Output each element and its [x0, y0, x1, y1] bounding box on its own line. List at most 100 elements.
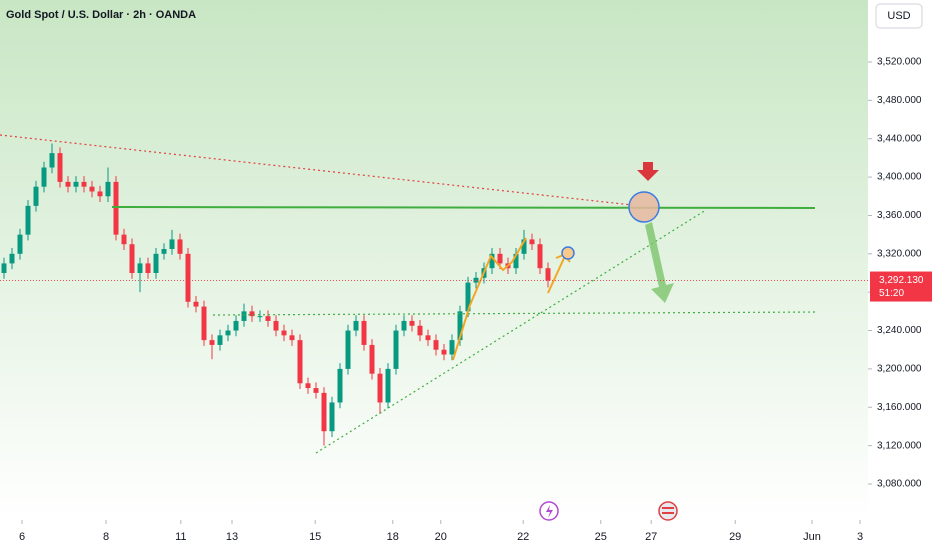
candle-body — [289, 335, 295, 341]
candle-body — [97, 191, 103, 197]
candle-body — [537, 244, 543, 269]
event-icon — [546, 505, 553, 518]
y-tick-label: 3,360.000 — [877, 210, 922, 221]
time-axis-panel — [0, 520, 868, 550]
x-tick-label: 20 — [435, 531, 447, 543]
currency-button[interactable] — [875, 3, 923, 29]
last-price-box — [870, 271, 932, 302]
candle-body — [353, 320, 359, 331]
candle-body — [193, 301, 199, 307]
candle-body — [529, 239, 535, 245]
candle-body — [217, 335, 223, 345]
candle-body — [361, 320, 367, 345]
candle-body — [441, 349, 447, 355]
candle-body — [497, 253, 503, 264]
candle-body — [345, 330, 351, 369]
projection-path — [452, 237, 527, 361]
y-tick-label: 3,440.000 — [877, 133, 922, 144]
candle-body — [409, 320, 415, 326]
candle-body — [433, 340, 439, 350]
candle-body — [169, 239, 175, 250]
candle-body — [185, 253, 191, 302]
candle-body — [113, 181, 119, 235]
candle-body — [513, 253, 519, 269]
candle-body — [105, 181, 111, 197]
candle-body — [25, 205, 31, 235]
candle-body — [257, 316, 263, 318]
x-tick-label: 11 — [175, 531, 186, 543]
candle-body — [177, 239, 183, 254]
candle-body — [49, 153, 55, 168]
candle-body — [161, 249, 167, 254]
candle-body — [425, 335, 431, 341]
projection-arrow — [645, 222, 674, 303]
candle-body — [273, 320, 279, 331]
y-tick-label: 3,120.000 — [877, 440, 922, 451]
candle-body — [457, 311, 463, 341]
y-tick-label: 3,200.000 — [877, 364, 922, 375]
candle-body — [377, 373, 383, 403]
candle-body — [305, 383, 311, 389]
x-tick-label: 15 — [309, 531, 321, 543]
us-event-icon — [658, 501, 678, 521]
candle-body — [233, 320, 239, 331]
candle-body — [65, 181, 71, 187]
chart-title: Gold Spot / U.S. Dollar · 2h · OANDA — [6, 9, 196, 21]
horizontal-support — [212, 311, 819, 316]
candle-body — [265, 316, 271, 321]
candle-body — [521, 239, 527, 254]
candle-body — [137, 263, 143, 273]
x-tick-label: 29 — [729, 531, 741, 543]
candle-body — [17, 234, 23, 254]
us-event-icon — [662, 507, 674, 509]
x-tick-label: 13 — [226, 531, 238, 543]
candle-body — [89, 186, 95, 192]
plot-background — [0, 0, 868, 520]
down-arrow — [637, 162, 659, 181]
candle-body — [209, 340, 215, 345]
candle-body — [121, 234, 127, 245]
horizontal-resistance — [111, 206, 816, 209]
y-tick-label: 3,320.000 — [877, 248, 922, 259]
us-event-icon — [662, 512, 674, 514]
candle-body — [281, 330, 287, 336]
x-tick-label: 18 — [387, 531, 399, 543]
countdown-label: 51:20 — [879, 288, 904, 299]
candle-body — [473, 277, 479, 283]
x-tick-label: 27 — [645, 531, 657, 543]
x-tick-label: Jun — [803, 531, 821, 543]
candle-body — [465, 282, 471, 312]
x-tick-label: 6 — [19, 531, 25, 543]
candle-body — [393, 330, 399, 369]
x-tick-label: 8 — [103, 531, 109, 543]
y-tick-label: 3,480.000 — [877, 95, 922, 106]
y-tick-label: 3,240.000 — [877, 325, 922, 336]
rejection-zone — [628, 191, 660, 223]
candle-body — [225, 330, 231, 336]
currency-label: USD — [887, 10, 910, 22]
y-tick-label: 3,080.000 — [877, 479, 922, 490]
candle-body — [329, 402, 335, 432]
candle-body — [241, 311, 247, 321]
candle-body — [449, 340, 455, 355]
candle-body — [73, 181, 79, 187]
candle-body — [153, 253, 159, 273]
y-tick-label: 3,400.000 — [877, 172, 922, 183]
candle-body — [201, 306, 207, 341]
candle-body — [385, 368, 391, 403]
candle-body — [41, 167, 47, 187]
support-trendline — [315, 209, 707, 454]
candle-body — [145, 263, 151, 273]
x-tick-label: 22 — [517, 531, 529, 543]
candle-body — [33, 186, 39, 206]
candle-body — [297, 340, 303, 384]
x-tick-label: 25 — [595, 531, 607, 543]
candle-body — [129, 244, 135, 273]
y-tick-label: 3,160.000 — [877, 402, 922, 413]
candle-body — [417, 325, 423, 336]
resistance-trendline — [0, 134, 633, 206]
candle-body — [337, 368, 343, 403]
x-tick-label: 3 — [857, 531, 863, 543]
candle-body — [9, 253, 15, 264]
